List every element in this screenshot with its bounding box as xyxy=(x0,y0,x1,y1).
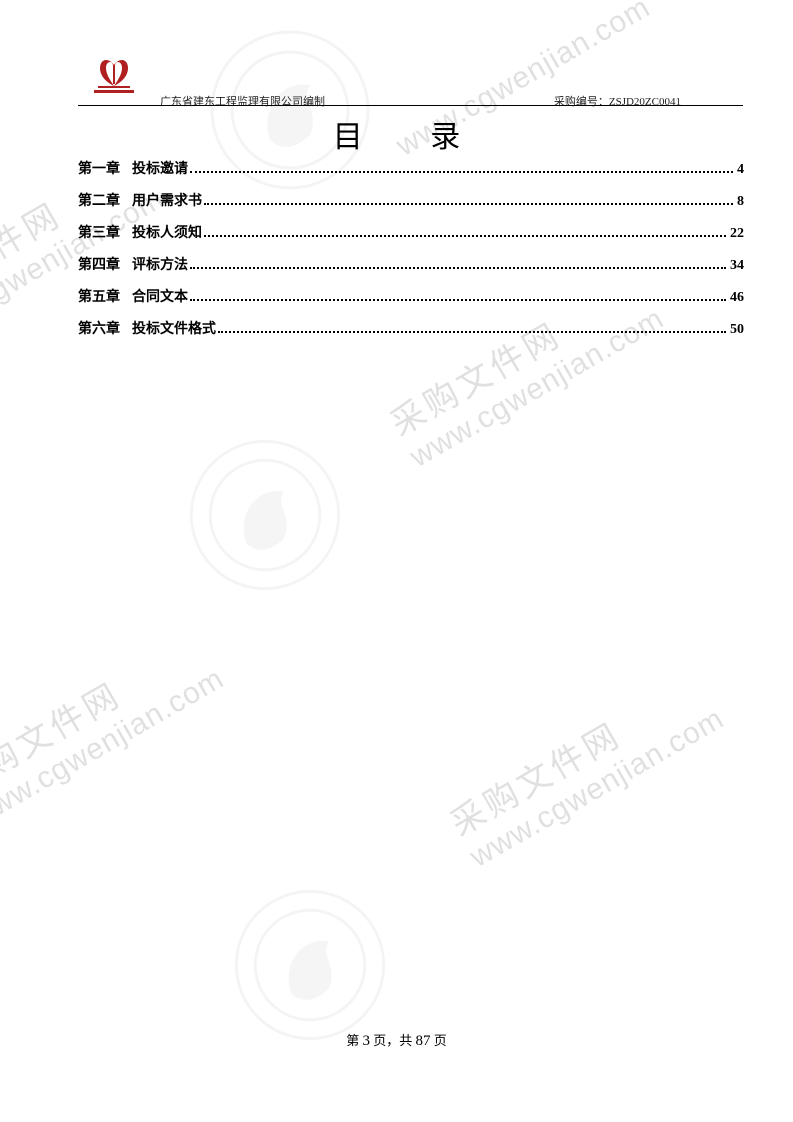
toc-leader-dots xyxy=(204,235,726,237)
footer-current-page: 3 xyxy=(362,1033,370,1049)
watermark-badge xyxy=(180,430,350,600)
procure-label: 采购编号： xyxy=(554,96,609,108)
footer-suffix: 页 xyxy=(431,1033,447,1048)
toc-entry: 第二章 用户需求书 8 xyxy=(78,190,744,210)
toc-title-text: 合同文本 xyxy=(132,286,188,306)
watermark-text: 采购文件网 www.cgwenjian.com xyxy=(437,654,730,875)
footer-mid: 页，共 xyxy=(370,1033,416,1048)
toc-entry: 第一章 投标邀请 4 xyxy=(78,158,744,178)
toc-title-text: 投标邀请 xyxy=(132,158,188,178)
toc-title-text: 投标文件格式 xyxy=(132,318,216,338)
toc-chapter: 第二章 xyxy=(78,190,120,210)
toc-chapter: 第四章 xyxy=(78,254,120,274)
page-footer: 第 3 页，共 87 页 xyxy=(0,1030,793,1050)
procure-code: ZSJD20ZC0041 xyxy=(609,96,681,108)
procurement-number: 采购编号：ZSJD20ZC0041 xyxy=(554,93,681,109)
footer-prefix: 第 xyxy=(346,1033,362,1048)
toc-chapter: 第三章 xyxy=(78,222,120,242)
document-page: www.cgwenjian.com 采购文件网 www.cgwenjian.co… xyxy=(0,0,793,1122)
watermark-badge xyxy=(225,880,395,1050)
toc-leader-dots xyxy=(190,171,733,173)
toc-leader-dots xyxy=(190,267,726,269)
toc-title-text: 评标方法 xyxy=(132,254,188,274)
toc-entry: 第五章 合同文本 46 xyxy=(78,286,744,306)
toc-entry: 第三章 投标人须知 22 xyxy=(78,222,744,242)
footer-total-pages: 87 xyxy=(416,1033,431,1049)
org-name: 广东省建东工程监理有限公司编制 xyxy=(160,93,325,109)
toc-page-number: 50 xyxy=(730,322,744,338)
toc-leader-dots xyxy=(204,203,733,205)
toc-title-text: 投标人须知 xyxy=(132,222,202,242)
toc-page-number: 22 xyxy=(730,226,744,242)
toc-page-number: 4 xyxy=(737,162,744,178)
toc-title-text: 用户需求书 xyxy=(132,190,202,210)
table-of-contents: 第一章 投标邀请 4 第二章 用户需求书 8 第三章 投标人须知 22 第四章 … xyxy=(78,158,744,350)
toc-leader-dots xyxy=(218,331,726,333)
toc-page-number: 8 xyxy=(737,194,744,210)
toc-entry: 第六章 投标文件格式 50 xyxy=(78,318,744,338)
header-rule xyxy=(78,105,743,106)
watermark-text: 采购文件网 www.cgwenjian.com xyxy=(0,614,230,835)
toc-entry: 第四章 评标方法 34 xyxy=(78,254,744,274)
toc-page-number: 34 xyxy=(730,258,744,274)
company-logo xyxy=(88,56,140,101)
toc-title: 目 录 xyxy=(0,112,793,156)
toc-chapter: 第六章 xyxy=(78,318,120,338)
toc-chapter: 第一章 xyxy=(78,158,120,178)
toc-chapter: 第五章 xyxy=(78,286,120,306)
toc-page-number: 46 xyxy=(730,290,744,306)
toc-leader-dots xyxy=(190,299,726,301)
